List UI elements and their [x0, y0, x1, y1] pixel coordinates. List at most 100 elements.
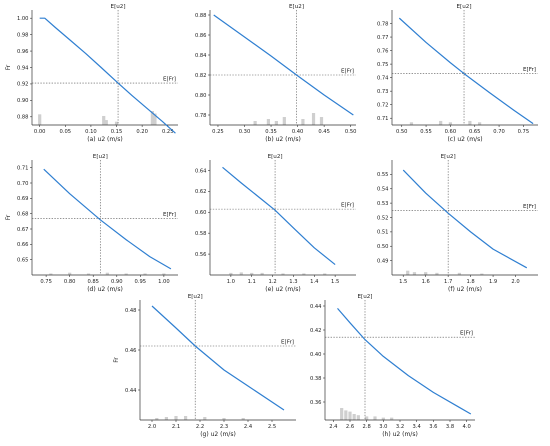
x-tick-label: 0.60: [445, 129, 457, 135]
x-tick-label: 0.95: [135, 279, 147, 285]
fr-curve: [43, 168, 172, 270]
x-tick-label: 1.00: [158, 279, 170, 285]
panel-caption: (e) u2 (m/s): [265, 286, 300, 293]
panel-caption: (d) u2 (m/s): [87, 286, 123, 293]
fr-curve: [39, 17, 176, 134]
histogram-bar: [164, 417, 168, 420]
histogram-bar: [250, 272, 254, 275]
histogram-bar: [155, 418, 159, 420]
x-tick-label: 2.0: [511, 279, 519, 285]
panel-caption: (b) u2 (m/s): [265, 136, 301, 143]
x-tick-label: 0.40: [292, 129, 304, 135]
panel-caption: (h) u2 (m/s): [382, 431, 418, 438]
mean-fr-label: E[Fr]: [281, 340, 294, 346]
y-tick-label: 1.00: [17, 16, 29, 22]
mean-u2-label: E[u2]: [441, 154, 456, 160]
x-tick-label: 0.20: [136, 129, 148, 135]
histogram-bar: [68, 272, 72, 275]
x-tick-label: 3.4: [413, 424, 422, 430]
x-tick-label: 0.75: [518, 129, 530, 135]
panel-caption: (g) u2 (m/s): [200, 431, 236, 438]
histogram-bar: [104, 120, 108, 125]
histogram-bar: [373, 416, 377, 420]
histogram-bar: [174, 416, 178, 420]
x-tick-label: 1.4: [310, 279, 319, 285]
histogram-bar: [365, 416, 369, 420]
panel-1: 0.25 0.30 0.35 0.40 0.45 0.50 0.78 0.80 0.82 0.84…: [195, 4, 357, 143]
histogram-bar: [222, 418, 226, 420]
mean-fr-label: E[Fr]: [163, 77, 176, 83]
panel-0: 0.00 0.05 0.10 0.15 0.20 0.25 0.88 0.90 0.92 0.94…: [5, 4, 178, 143]
y-tick-label: 0.38: [310, 376, 322, 382]
y-tick-label: 0.54: [377, 187, 389, 193]
y-tick-label: 0.82: [195, 73, 207, 79]
panel-caption: (f) u2 (m/s): [448, 286, 482, 293]
y-tick-label: 0.96: [17, 49, 29, 55]
y-tick-label: 0.70: [17, 181, 29, 187]
x-tick-label: 0.30: [239, 129, 251, 135]
y-tick-label: 0.65: [17, 257, 29, 263]
y-tick-label: 0.49: [377, 258, 389, 264]
histogram-bar: [239, 272, 243, 275]
histogram-bar: [38, 114, 42, 125]
x-tick-label: 0.45: [318, 129, 330, 135]
y-tick-label: 0.56: [195, 252, 207, 258]
x-tick-label: 0.55: [420, 129, 432, 135]
y-tick-label: 0.60: [195, 210, 207, 216]
histogram-bar: [457, 272, 461, 275]
x-tick-label: 2.2: [196, 424, 204, 430]
x-tick-label: 0.65: [469, 129, 481, 135]
x-tick-label: 0.90: [111, 279, 123, 285]
y-tick-label: 0.44: [125, 388, 137, 394]
y-tick-label: 0.88: [17, 115, 29, 121]
histogram-bar: [266, 119, 270, 125]
y-tick-label: 0.73: [377, 89, 389, 95]
histogram-bar: [348, 411, 352, 420]
y-axis-label: Fr: [113, 357, 120, 363]
mean-fr-label: E[Fr]: [523, 204, 536, 210]
x-tick-label: 4.0: [463, 424, 471, 430]
histogram-bar: [323, 273, 327, 275]
y-tick-label: 0.77: [377, 35, 389, 41]
y-tick-label: 0.58: [195, 231, 207, 237]
x-tick-label: 2.4: [244, 424, 253, 430]
histogram-bar: [424, 272, 428, 275]
histogram-bar: [435, 272, 439, 275]
y-tick-label: 0.51: [377, 230, 389, 236]
y-tick-label: 0.42: [310, 328, 322, 334]
y-tick-label: 0.71: [17, 165, 29, 171]
histogram-bar: [302, 273, 306, 275]
x-tick-label: 0.00: [34, 129, 46, 135]
panel-2: 0.50 0.55 0.60 0.65 0.70 0.75 0.71 0.72 0.73 0.74…: [377, 4, 538, 143]
panel-7: 2.4 2.6 2.8 3.0 3.2 3.4 3.6 3.8 4.0 0.36 0.38 0.40 0…: [310, 294, 475, 438]
panel-4: 1.0 1.1 1.2 1.3 1.4 1.5 0.56 0.58 0.60 0.62 0.64 E[…: [195, 154, 356, 293]
y-tick-label: 0.48: [125, 308, 137, 314]
histogram-bar: [480, 273, 484, 275]
histogram-bar: [253, 121, 257, 125]
fr-curve: [222, 166, 336, 266]
histogram-bar: [260, 272, 264, 275]
x-tick-label: 0.05: [60, 129, 72, 135]
x-tick-label: 2.1: [172, 424, 180, 430]
y-tick-label: 0.92: [17, 82, 29, 88]
histogram-bar: [390, 417, 394, 420]
fr-curve: [337, 308, 472, 415]
y-tick-label: 0.78: [377, 21, 389, 27]
y-tick-label: 0.52: [377, 215, 389, 221]
histogram-bar: [241, 418, 245, 420]
y-tick-label: 0.78: [195, 113, 207, 119]
mean-u2-label: E[u2]: [357, 294, 372, 300]
histogram-bar: [281, 273, 285, 275]
y-tick-label: 0.80: [195, 93, 207, 99]
histogram-bar: [319, 117, 324, 125]
x-tick-label: 2.8: [363, 424, 371, 430]
fr-curve: [398, 17, 534, 125]
y-tick-label: 0.36: [310, 400, 322, 406]
y-tick-label: 0.40: [310, 352, 322, 358]
x-tick-label: 0.75: [40, 279, 52, 285]
histogram-bar: [406, 270, 410, 275]
histogram-bar: [162, 273, 166, 275]
y-tick-label: 0.46: [125, 348, 137, 354]
histogram-bar: [344, 410, 348, 420]
x-tick-label: 0.50: [396, 129, 408, 135]
